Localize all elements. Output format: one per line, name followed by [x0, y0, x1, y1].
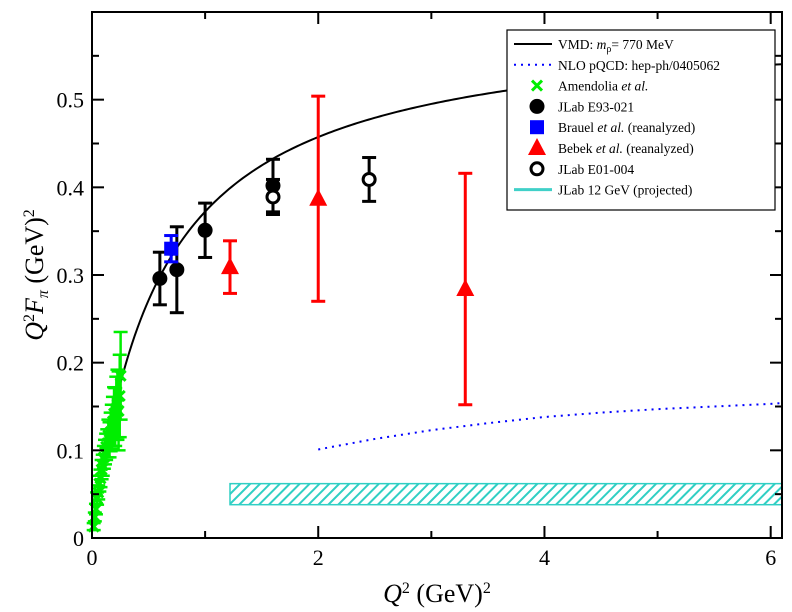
legend-text-part: JLab 12 GeV (projected) [558, 183, 692, 198]
e93-point [169, 262, 185, 278]
legend-text-part: Bebek [558, 141, 596, 156]
legend-label-jlab12: JLab 12 GeV (projected) [558, 183, 692, 198]
brauel-point [164, 241, 179, 256]
legend-item-nlo: NLO pQCD: hep-ph/0405062 [514, 58, 720, 73]
x-axis-title: Q2 (GeV)2 [383, 579, 491, 608]
legend-text-part: Brauel [558, 120, 597, 135]
bebek-point [456, 279, 475, 297]
band-layer [229, 482, 782, 506]
x-tick-label: 0 [87, 545, 98, 570]
amendolia-point [87, 520, 100, 533]
e01-series [265, 156, 377, 217]
legend-item-e93: JLab E93-021 [529, 98, 634, 114]
x-title-sup: 2 [402, 580, 410, 597]
legend-label-amendolia: Amendolia et al. [558, 79, 648, 94]
legend-text-part: Amendolia [558, 79, 621, 94]
x-title-units-sup: 2 [483, 580, 491, 597]
marker-layer [86, 94, 475, 533]
x-tick-label: 4 [539, 545, 550, 570]
jlab-12gev-band [229, 482, 782, 506]
y-title-sub: π [35, 289, 52, 298]
brauel-series [164, 234, 179, 264]
legend-text-part: (reanalyzed) [623, 141, 694, 156]
legend-symbol-e93 [529, 98, 545, 114]
bebek-series [221, 94, 475, 407]
legend-symbol-e01 [529, 161, 545, 177]
legend-text-part: NLO pQCD: hep-ph/0405062 [558, 58, 720, 73]
amendolia-series [86, 330, 128, 533]
bebek-point [309, 188, 328, 206]
legend-box [506, 29, 776, 211]
legend-item-jlab12: JLab 12 GeV (projected) [514, 183, 692, 198]
cross-stroke [114, 369, 127, 382]
y-title-f: F [20, 297, 49, 315]
y-tick-label: 0.5 [57, 88, 85, 113]
x-tick-label: 2 [313, 545, 324, 570]
y-tick-label: 0.1 [57, 438, 85, 463]
legend-item-brauel: Brauel et al. (reanalyzed) [530, 120, 695, 135]
legend-label-brauel: Brauel et al. (reanalyzed) [558, 120, 695, 135]
y-tick-label: 0.2 [57, 351, 85, 376]
legend-label-e93: JLab E93-021 [558, 99, 634, 114]
legend-text-part: ρ [606, 44, 611, 55]
y-title-units: (GeV) [20, 217, 49, 290]
legend-text-part: JLab E93-021 [558, 99, 634, 114]
legend-text-part: (reanalyzed) [624, 120, 695, 135]
y-title-q: Q [20, 322, 49, 341]
legend-symbol-brauel [530, 120, 544, 135]
legend-item-bebek: Bebek et al. (reanalyzed) [528, 138, 694, 156]
legend-item-e01: JLab E01-004 [529, 161, 634, 177]
legend-symbol-amendolia [530, 79, 544, 92]
y-tick-label: 0.4 [57, 175, 85, 200]
legend-item-amendolia: Amendolia et al. [530, 79, 648, 94]
e01-point [361, 171, 377, 187]
legend: VMD: mρ= 770 MeV NLO pQCD: hep-ph/0405062… [506, 29, 776, 211]
legend-text-part: = 770 MeV [611, 37, 674, 52]
legend-text-part: et al. [597, 120, 624, 135]
legend-label-vmd: VMD: mρ= 770 MeV [558, 37, 674, 55]
e01-point [265, 189, 281, 205]
cross-stroke [87, 520, 100, 533]
y-title-sup: 2 [21, 314, 38, 322]
y-tick-label: 0.3 [57, 263, 85, 288]
legend-label-e01: JLab E01-004 [558, 162, 634, 177]
amendolia-point [114, 369, 127, 382]
legend-symbol-bebek [528, 138, 546, 155]
legend-text-part: VMD: [558, 37, 597, 52]
y-axis-title: Q2Fπ (GeV)2 [20, 209, 52, 341]
legend-label-nlo: NLO pQCD: hep-ph/0405062 [558, 58, 720, 73]
e93-point [197, 222, 213, 238]
y-title-units-sup: 2 [21, 209, 38, 217]
e93-point [152, 271, 168, 287]
legend-text-part: JLab E01-004 [558, 162, 634, 177]
legend-item-vmd: VMD: mρ= 770 MeV [514, 37, 674, 55]
x-title-q: Q [383, 579, 402, 608]
legend-text-part: m [597, 37, 607, 52]
legend-label-bebek: Bebek et al. (reanalyzed) [558, 141, 694, 156]
bebek-point [221, 257, 239, 275]
x-title-units: (GeV) [410, 579, 483, 608]
legend-text-part: et al. [596, 141, 623, 156]
y-tick-label: 0 [73, 526, 84, 551]
x-tick-label: 6 [765, 545, 776, 570]
legend-text-part: et al. [621, 79, 648, 94]
cross-stroke [530, 79, 544, 92]
